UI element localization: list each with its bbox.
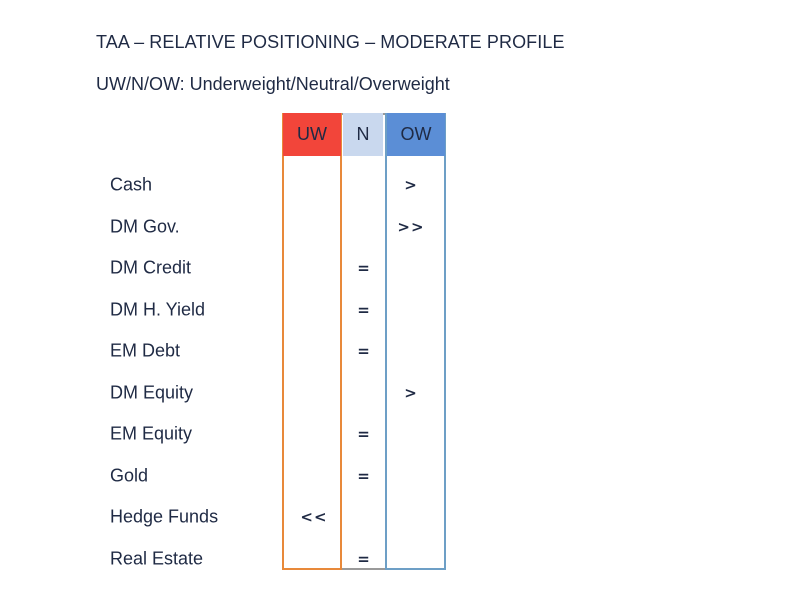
position-mark: = <box>357 342 371 360</box>
header-n: N <box>343 113 383 156</box>
position-mark: = <box>357 259 371 277</box>
position-mark: > <box>404 383 418 402</box>
row-label: Gold <box>110 465 149 485</box>
header-ow: OW <box>387 113 445 156</box>
row-label: EM Debt <box>110 340 181 361</box>
row-label: Cash <box>110 174 153 195</box>
row-label: DM Gov. <box>110 216 180 236</box>
page-title: TAA – RELATIVE POSITIONING – MODERATE PR… <box>96 32 565 52</box>
row-label: DM Equity <box>110 382 194 402</box>
position-mark: = <box>357 549 371 568</box>
position-mark: = <box>357 466 371 485</box>
position-mark: << <box>300 508 328 526</box>
row-label: Hedge Funds <box>110 506 219 527</box>
column-underweight <box>282 113 342 570</box>
legend-subtitle: UW/N/OW: Underweight/Neutral/Overweight <box>96 74 450 94</box>
row-label: Real Estate <box>110 548 204 568</box>
header-uw: UW <box>283 113 341 156</box>
row-label: DM H. Yield <box>110 299 206 319</box>
row-label: EM Equity <box>110 423 193 444</box>
position-mark: > <box>404 176 418 194</box>
position-mark: = <box>357 425 371 443</box>
row-label: DM Credit <box>110 257 192 278</box>
position-mark: = <box>357 300 371 319</box>
position-mark: >> <box>397 217 425 236</box>
